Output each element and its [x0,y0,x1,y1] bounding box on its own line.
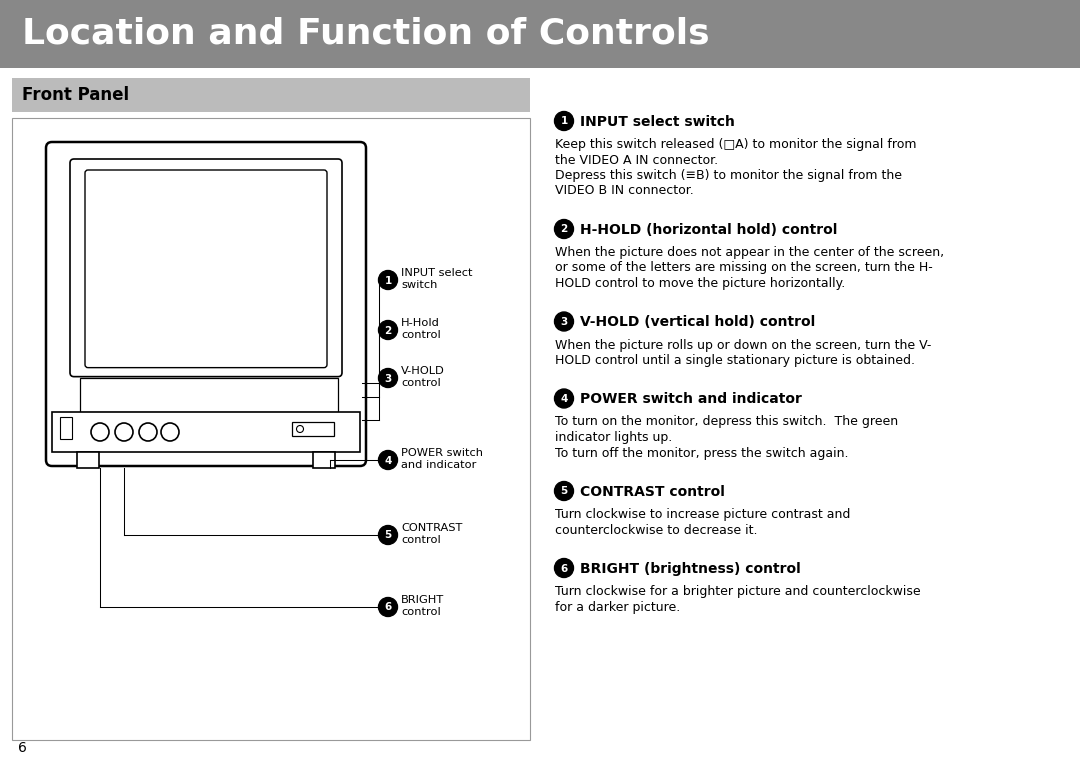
Text: BRIGHT
control: BRIGHT control [401,594,444,617]
Text: 2: 2 [561,224,568,234]
Text: POWER switch
and indicator: POWER switch and indicator [401,447,483,470]
Text: To turn on the monitor, depress this switch.  The green: To turn on the monitor, depress this swi… [555,416,899,428]
Circle shape [297,425,303,432]
Circle shape [554,112,573,130]
Bar [12,118,530,740]
Text: 4: 4 [384,456,392,466]
FancyBboxPatch shape [70,159,342,377]
Text: Depress this switch (≡B) to monitor the signal from the: Depress this switch (≡B) to monitor the … [555,169,902,182]
Circle shape [114,423,133,441]
Text: V-HOLD (vertical hold) control: V-HOLD (vertical hold) control [580,315,815,329]
Circle shape [378,320,397,339]
Circle shape [378,451,397,470]
Text: INPUT select
switch: INPUT select switch [401,268,473,291]
Bar [60,417,72,439]
Circle shape [378,526,397,545]
Text: indicator lights up.: indicator lights up. [555,431,672,444]
Bar [12,78,530,112]
Text: counterclockwise to decrease it.: counterclockwise to decrease it. [555,524,757,537]
Text: 4: 4 [561,394,568,404]
Text: Front Panel: Front Panel [22,86,130,104]
Text: 6: 6 [18,741,27,755]
Text: H-HOLD (horizontal hold) control: H-HOLD (horizontal hold) control [580,222,837,237]
Text: Location and Function of Controls: Location and Function of Controls [22,17,710,51]
Circle shape [554,482,573,501]
Text: 3: 3 [561,317,568,327]
Text: HOLD control to move the picture horizontally.: HOLD control to move the picture horizon… [555,277,846,290]
Text: V-HOLD
control: V-HOLD control [401,365,445,388]
Text: 5: 5 [561,486,568,496]
Text: INPUT select switch: INPUT select switch [580,114,734,129]
Text: Turn clockwise for a brighter picture and counterclockwise: Turn clockwise for a brighter picture an… [555,585,920,598]
Circle shape [91,423,109,441]
Bar [52,412,360,452]
FancyBboxPatch shape [85,170,327,368]
Text: CONTRAST
control: CONTRAST control [401,523,462,546]
Text: 1: 1 [561,116,568,126]
Bar [292,422,334,436]
Bar [313,452,335,468]
Bar [77,452,99,468]
Text: HOLD control until a single stationary picture is obtained.: HOLD control until a single stationary p… [555,354,915,367]
Text: 3: 3 [384,374,392,384]
Circle shape [378,597,397,616]
Text: When the picture does not appear in the center of the screen,: When the picture does not appear in the … [555,246,944,259]
Text: 2: 2 [384,326,392,336]
Text: Keep this switch released (□A) to monitor the signal from: Keep this switch released (□A) to monito… [555,138,917,151]
Circle shape [139,423,157,441]
Text: the VIDEO A IN connector.: the VIDEO A IN connector. [555,154,718,167]
Text: Turn clockwise to increase picture contrast and: Turn clockwise to increase picture contr… [555,508,850,521]
Circle shape [554,559,573,578]
Text: CONTRAST control: CONTRAST control [580,485,725,498]
Text: 6: 6 [561,563,568,574]
Circle shape [554,219,573,238]
Circle shape [554,389,573,408]
Text: H-Hold
control: H-Hold control [401,317,441,340]
Bar [80,377,338,412]
Circle shape [554,312,573,331]
Text: To turn off the monitor, press the switch again.: To turn off the monitor, press the switc… [555,447,849,460]
Text: 1: 1 [384,275,392,285]
FancyBboxPatch shape [46,142,366,466]
Circle shape [378,270,397,289]
Bar [0,0,1080,68]
Circle shape [161,423,179,441]
Circle shape [378,368,397,387]
Text: POWER switch and indicator: POWER switch and indicator [580,392,801,406]
Text: When the picture rolls up or down on the screen, turn the V-: When the picture rolls up or down on the… [555,339,931,352]
Text: or some of the letters are missing on the screen, turn the H-: or some of the letters are missing on th… [555,262,933,275]
Text: VIDEO B IN connector.: VIDEO B IN connector. [555,184,693,198]
Text: for a darker picture.: for a darker picture. [555,600,680,613]
Text: BRIGHT (brightness) control: BRIGHT (brightness) control [580,562,800,575]
Text: 5: 5 [384,530,392,540]
Text: 6: 6 [384,603,392,613]
